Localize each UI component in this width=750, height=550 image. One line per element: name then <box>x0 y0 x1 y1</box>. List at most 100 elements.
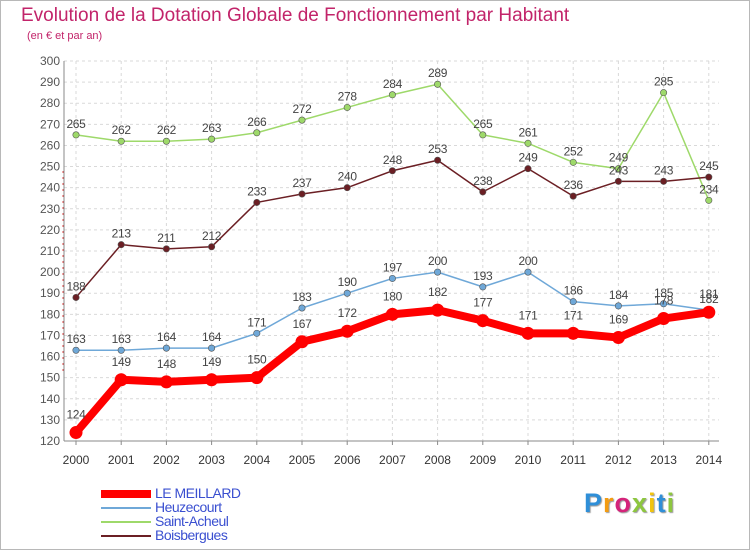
data-label: 240 <box>338 170 358 184</box>
data-point <box>434 268 442 276</box>
logo-letter: i <box>666 488 676 518</box>
data-label: 163 <box>112 332 132 346</box>
data-label: 266 <box>247 115 267 129</box>
data-label: 213 <box>112 227 132 241</box>
data-label: 265 <box>473 117 493 131</box>
y-tick-label: 300 <box>40 54 60 68</box>
y-tick-label: 130 <box>40 413 60 427</box>
data-label: 262 <box>112 123 132 137</box>
data-label: 249 <box>518 151 538 165</box>
data-point <box>611 331 625 345</box>
y-tick-label: 240 <box>40 181 60 195</box>
x-tick-label: 2011 <box>560 453 586 467</box>
data-point <box>117 346 125 354</box>
legend-swatch <box>101 490 151 498</box>
data-point <box>117 241 125 249</box>
x-tick-label: 2006 <box>334 453 361 467</box>
data-label: 265 <box>66 117 86 131</box>
data-point <box>388 274 396 282</box>
series-line-le-meillard <box>72 306 713 437</box>
data-label: 171 <box>518 308 538 322</box>
data-point <box>343 289 351 297</box>
data-point <box>250 371 264 385</box>
x-tick-label: 2001 <box>108 453 135 467</box>
series-lines <box>69 80 716 440</box>
data-label: 169 <box>609 313 629 327</box>
data-label: 180 <box>383 289 403 303</box>
legend-swatch <box>101 507 151 509</box>
data-label: 243 <box>654 163 674 177</box>
y-tick-label: 280 <box>40 96 60 110</box>
legend-label: Heuzecourt <box>155 499 222 515</box>
chart-title: Evolution de la Dotation Globale de Fonc… <box>21 5 570 26</box>
data-label: 149 <box>202 355 222 369</box>
data-label: 236 <box>564 178 584 192</box>
data-point <box>340 324 354 338</box>
data-point <box>434 80 442 88</box>
data-label: 149 <box>112 355 132 369</box>
data-point <box>566 326 580 340</box>
data-label: 182 <box>428 285 448 299</box>
data-point <box>524 268 532 276</box>
data-label: 261 <box>518 125 538 139</box>
data-point <box>705 196 713 204</box>
y-tick-label: 260 <box>40 138 60 152</box>
legend-swatch <box>101 521 151 523</box>
data-point <box>295 335 309 349</box>
axes: 120 130 140 150 160 170 180 190 200 210 220 230 240 2… <box>40 54 723 467</box>
data-label: 171 <box>564 308 584 322</box>
data-point <box>162 344 170 352</box>
data-point <box>524 165 532 173</box>
data-point <box>479 188 487 196</box>
proxiti-logo: Proxiti <box>584 488 675 519</box>
data-point <box>431 303 445 317</box>
data-label: 285 <box>654 75 674 89</box>
data-label: 237 <box>292 176 312 190</box>
data-point <box>479 131 487 139</box>
data-point <box>117 137 125 145</box>
x-tick-label: 2008 <box>424 453 451 467</box>
data-label: 284 <box>383 77 403 91</box>
data-label: 163 <box>66 332 86 346</box>
data-label: 272 <box>292 102 312 116</box>
data-label: 262 <box>157 123 177 137</box>
data-label: 182 <box>699 292 719 306</box>
logo-letter: r <box>603 488 615 518</box>
data-label: 181 <box>699 287 719 301</box>
y-tick-label: 230 <box>40 202 60 216</box>
legend-label: Saint-Acheul <box>155 513 229 529</box>
data-point <box>569 298 577 306</box>
data-label: 200 <box>428 254 448 268</box>
x-tick-label: 2013 <box>650 453 677 467</box>
data-label: 211 <box>157 231 176 245</box>
data-point <box>69 426 83 440</box>
data-point <box>208 344 216 352</box>
data-label: 249 <box>609 151 629 165</box>
data-point <box>614 177 622 185</box>
data-point <box>569 158 577 166</box>
data-label: 124 <box>66 408 86 422</box>
data-point <box>657 312 671 326</box>
data-label: 148 <box>157 357 177 371</box>
data-point <box>614 302 622 310</box>
data-label: 238 <box>473 174 493 188</box>
legend-label: Boisbergues <box>155 527 228 543</box>
x-tick-label: 2007 <box>379 453 406 467</box>
x-tick-label: 2012 <box>605 453 632 467</box>
data-label: 243 <box>609 163 629 177</box>
chart-subtitle: (en € et par an) <box>27 30 103 42</box>
data-label: 193 <box>473 269 493 283</box>
data-label: 252 <box>564 144 584 158</box>
data-point <box>162 137 170 145</box>
data-point <box>72 346 80 354</box>
y-tick-label: 120 <box>40 434 60 448</box>
data-label: 183 <box>292 290 312 304</box>
data-point <box>705 173 713 181</box>
data-label: 233 <box>247 184 267 198</box>
data-label: 248 <box>383 153 403 167</box>
data-point <box>569 192 577 200</box>
data-point <box>660 89 668 97</box>
data-point <box>253 198 261 206</box>
data-label: 200 <box>518 254 538 268</box>
